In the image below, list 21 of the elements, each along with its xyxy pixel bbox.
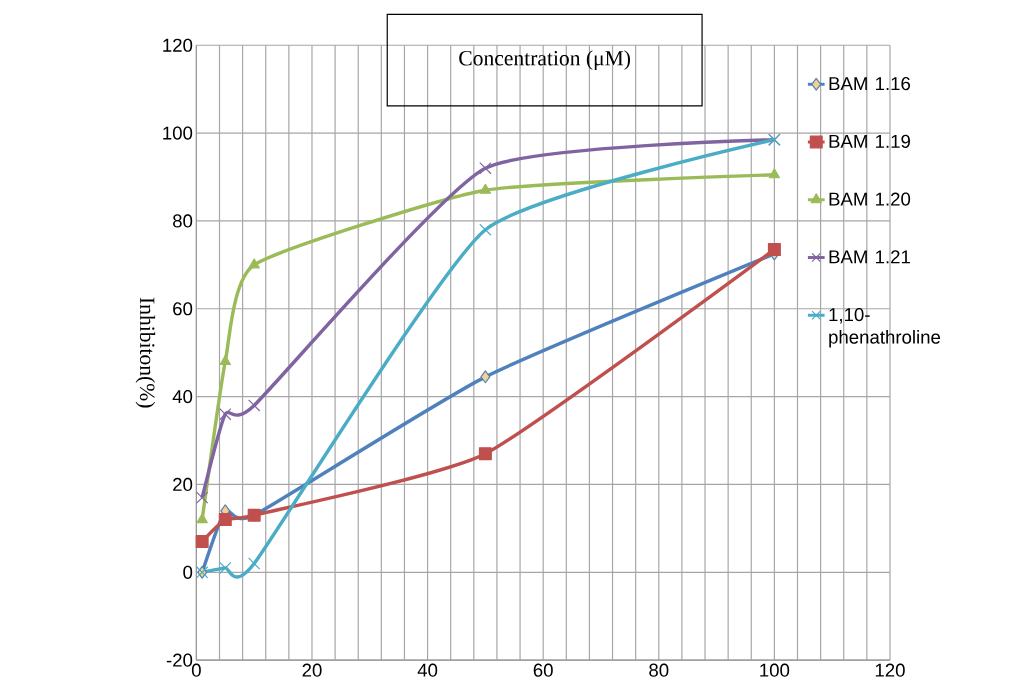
legend-label: BAM 1.21: [829, 250, 910, 264]
x-tick-label: 80: [649, 663, 669, 677]
x-tick-label: 20: [302, 663, 322, 677]
x-tick-label: 40: [417, 663, 438, 677]
y-tick-label: 60: [173, 302, 193, 316]
legend-label: 1,10-phenathroline: [829, 308, 941, 348]
y-tick-label: 40: [172, 390, 193, 404]
y-tick-label: 80: [173, 214, 193, 228]
legend-label: BAM 1.20: [829, 192, 911, 206]
legend-label: BAM 1.16: [829, 77, 911, 91]
y-tick-label: 120: [163, 38, 193, 53]
y-axis-title: Inhibiton(%): [135, 297, 156, 408]
legend-label: BAM 1.19: [829, 134, 910, 149]
y-tick-label: 100: [163, 126, 193, 140]
y-tick-label: 0: [183, 565, 193, 580]
y-tick-label: 20: [173, 478, 193, 492]
x-tick-label: 120: [875, 663, 905, 677]
y-tick-label: -20: [166, 653, 193, 667]
chart-title: Concentration (μM): [459, 50, 631, 71]
x-tick-label: 100: [760, 663, 790, 677]
x-tick-label: 60: [533, 663, 553, 677]
